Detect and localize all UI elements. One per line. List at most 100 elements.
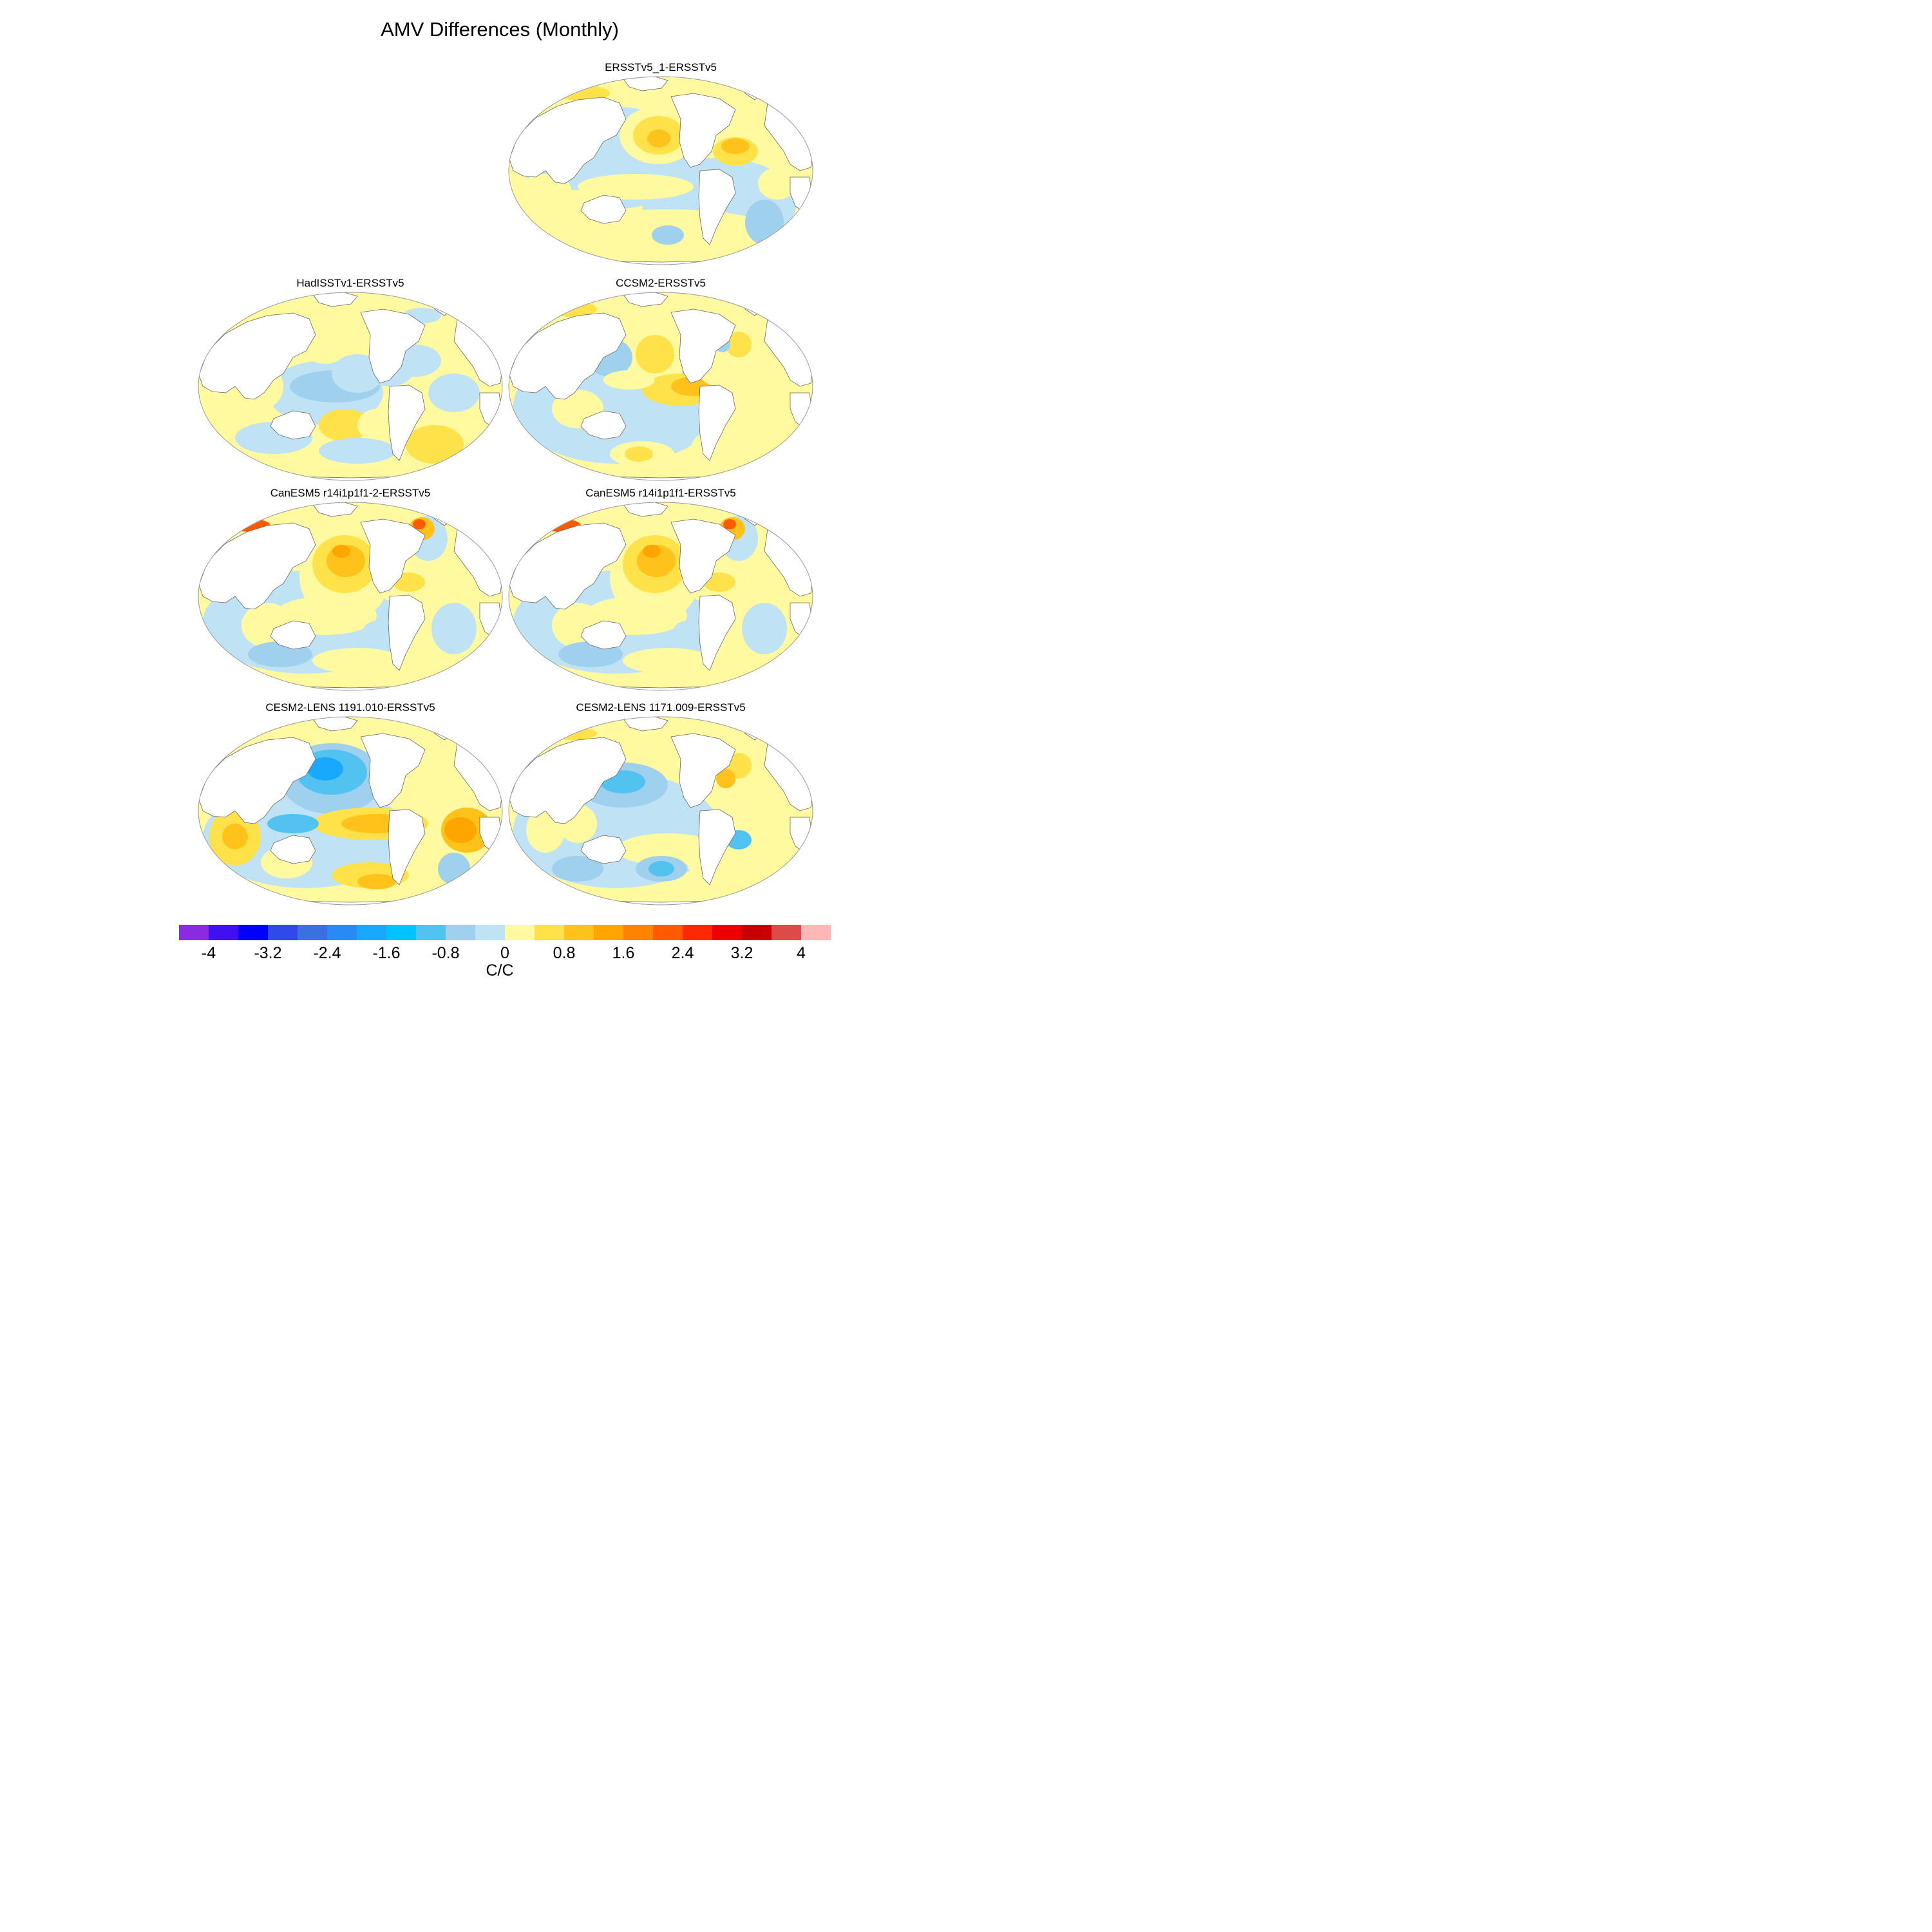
land-arctic <box>312 717 358 732</box>
anomaly-contour <box>431 603 477 654</box>
colorbar-swatch <box>386 925 416 940</box>
land-asia <box>509 312 627 400</box>
map-boundary <box>508 502 813 691</box>
anomaly-contour <box>438 853 470 885</box>
land-south-america <box>388 594 426 671</box>
map-field <box>198 292 502 480</box>
map-plot <box>508 716 813 905</box>
anomaly-contour <box>357 409 396 441</box>
land-arctic <box>312 292 358 307</box>
anomaly-contour <box>319 438 396 464</box>
colorbar-tick-label: -2.4 <box>313 944 341 962</box>
land-australia <box>580 410 627 440</box>
colorbar-tick-label: 0.8 <box>553 944 576 962</box>
land-south-america <box>698 169 736 245</box>
colorbar-tick-label: -1.6 <box>372 944 401 962</box>
map-field <box>198 502 502 690</box>
colorbar-swatch <box>623 925 653 940</box>
map-plot <box>508 76 813 265</box>
map-plot <box>198 292 503 481</box>
anomaly-contour <box>545 727 597 740</box>
map-plot <box>198 502 503 691</box>
map-panel: HadISSTv1-ERSSTv5 <box>196 277 504 489</box>
map-panel: CanESM5 r14i1p1f1-2-ERSSTv5 <box>196 487 504 699</box>
land-north-america <box>670 308 736 384</box>
anomaly-contour <box>357 874 396 889</box>
colorbar-swatch <box>653 925 683 940</box>
land-asia <box>509 522 627 610</box>
anomaly-contour <box>623 648 713 674</box>
anomaly-contour <box>732 380 797 457</box>
land-arctic <box>622 77 668 91</box>
colorbar-units: C/C <box>486 961 514 980</box>
figure-title: AMV Differences (Monthly) <box>381 18 619 41</box>
anomaly-contour <box>307 757 343 781</box>
land-south-america <box>698 809 736 886</box>
land-australia <box>270 410 316 440</box>
land-north-america <box>670 733 736 808</box>
map-plot <box>508 502 813 691</box>
colorbar <box>179 925 831 940</box>
land-north-america <box>670 93 736 168</box>
anomaly-contour <box>406 425 464 464</box>
colorbar-swatch <box>772 925 801 940</box>
anomaly-contour <box>267 814 319 833</box>
anomaly-contour <box>721 138 750 154</box>
colorbar-swatch <box>594 925 623 940</box>
map-plot <box>198 716 503 905</box>
land-south-america <box>698 384 736 461</box>
colorbar-swatch <box>179 925 209 940</box>
map-field <box>509 717 813 905</box>
colorbar-swatch <box>564 925 594 940</box>
anomaly-contour <box>396 762 448 808</box>
panel-title: HadISSTv1-ERSSTv5 <box>296 277 404 289</box>
anomaly-contour <box>636 335 674 374</box>
anomaly-contour <box>603 370 655 390</box>
land-north-america <box>360 518 426 594</box>
colorbar-swatch <box>712 925 742 940</box>
land-arctic <box>312 502 358 517</box>
land-australia <box>580 620 627 650</box>
map-field <box>509 77 813 265</box>
map-boundary <box>508 76 813 265</box>
colorbar-swatch <box>238 925 268 940</box>
land-australia <box>270 835 316 864</box>
anomaly-contour <box>319 409 370 441</box>
panel-title: CESM2-LENS 1191.010-ERSSTv5 <box>265 701 435 714</box>
panel-title: CanESM5 r14i1p1f1-2-ERSSTv5 <box>270 487 431 499</box>
anomaly-contour <box>332 545 350 558</box>
anomaly-contour <box>306 338 345 364</box>
land-south-america <box>388 809 426 886</box>
anomaly-contour <box>647 129 670 147</box>
land-asia <box>198 737 316 824</box>
colorbar-swatch <box>209 925 238 940</box>
land-asia <box>198 312 316 400</box>
colorbar-swatch <box>475 925 505 940</box>
map-boundary <box>198 716 503 905</box>
anomaly-contour <box>222 824 248 849</box>
colorbar-swatch <box>683 925 712 940</box>
land-asia <box>509 97 627 184</box>
map-field <box>198 717 502 905</box>
land-arctic <box>622 502 668 517</box>
land-south-america <box>698 594 736 671</box>
map-boundary <box>508 716 813 905</box>
panel-title: CCSM2-ERSSTv5 <box>616 277 706 289</box>
colorbar-tick-label: 2.4 <box>671 944 694 962</box>
anomaly-contour <box>716 769 735 788</box>
land-asia <box>198 522 316 610</box>
colorbar-swatch <box>801 925 831 940</box>
anomaly-contour <box>745 200 784 245</box>
map-panel: CanESM5 r14i1p1f1-ERSSTv5 <box>507 487 815 699</box>
anomaly-contour <box>444 817 477 843</box>
map-boundary <box>198 292 503 481</box>
colorbar-swatch <box>416 925 446 940</box>
map-field <box>509 292 813 480</box>
anomaly-contour <box>723 519 736 529</box>
land-arctic <box>622 717 668 732</box>
colorbar-tick-labels: -4 -3.2 -2.4 -1.6 -0.8 0 0.8 1.6 2.4 3.2 4 <box>179 944 831 963</box>
anomaly-contour <box>649 861 674 876</box>
map-panel: CCSM2-ERSSTv5 <box>507 277 815 489</box>
map-plot <box>508 292 813 481</box>
anomaly-contour <box>625 446 653 462</box>
